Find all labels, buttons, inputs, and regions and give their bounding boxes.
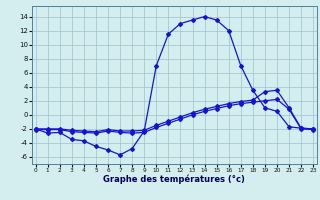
X-axis label: Graphe des températures (°c): Graphe des températures (°c) — [103, 175, 245, 184]
